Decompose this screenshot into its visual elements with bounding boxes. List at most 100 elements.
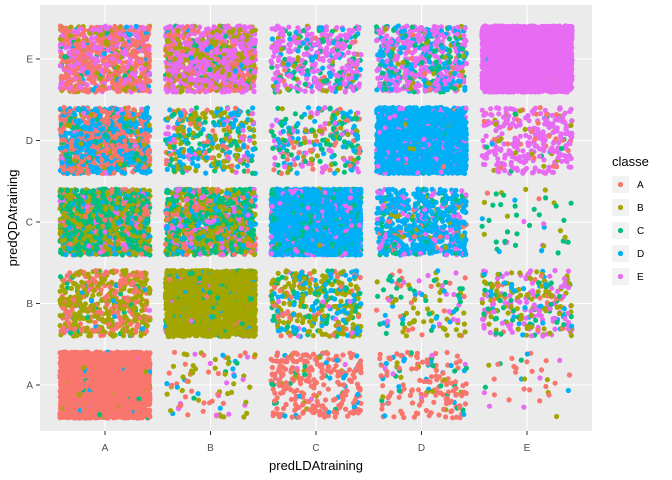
data-point-B: [252, 352, 258, 358]
data-point-A: [301, 409, 307, 415]
data-point-A: [70, 296, 76, 302]
data-point-A: [306, 399, 312, 405]
data-point-A: [409, 400, 416, 406]
data-point-A: [303, 358, 309, 364]
data-point-A: [506, 397, 512, 403]
data-point-B: [122, 271, 128, 278]
data-point-A: [83, 406, 89, 412]
data-point-A: [114, 375, 121, 381]
data-point-A: [391, 414, 397, 420]
data-point-A: [201, 400, 207, 406]
data-point-B: [188, 368, 195, 374]
data-point-A: [388, 390, 394, 396]
data-point-B: [85, 308, 91, 315]
data-point-A: [269, 364, 275, 371]
data-point-D: [220, 352, 226, 358]
data-point-A: [339, 369, 345, 375]
data-point-B: [96, 291, 102, 297]
data-point-A: [436, 374, 442, 380]
data-point-A: [314, 398, 320, 404]
data-point-B: [82, 287, 88, 293]
data-point-D: [112, 313, 118, 320]
data-point-A: [125, 409, 131, 415]
data-point-A: [566, 372, 573, 378]
data-point-A: [67, 414, 73, 420]
data-point-A: [283, 401, 289, 408]
data-point-C: [430, 363, 436, 369]
data-point-A: [139, 385, 145, 391]
data-point-A: [428, 374, 435, 380]
data-point-A: [386, 400, 392, 406]
data-point-A: [401, 414, 407, 421]
data-point-E: [226, 411, 232, 417]
data-point-B: [138, 281, 144, 287]
data-point-E: [342, 361, 348, 368]
data-point-A: [220, 400, 226, 406]
data-point-A: [463, 381, 469, 387]
data-point-A: [112, 389, 118, 395]
data-point-B: [317, 354, 323, 360]
data-point-E: [245, 354, 251, 360]
data-point-D: [327, 375, 333, 381]
data-point-A: [141, 405, 147, 411]
data-point-D: [565, 387, 572, 394]
data-point-E: [429, 352, 435, 358]
data-point-B: [75, 294, 82, 301]
data-point-A: [141, 411, 147, 417]
data-point-A: [491, 376, 497, 382]
data-point-B: [380, 394, 386, 400]
data-point-A: [342, 389, 348, 395]
data-point-A: [139, 353, 145, 359]
data-point-A: [83, 350, 89, 356]
data-point-A: [380, 383, 386, 389]
data-point-A: [123, 382, 129, 389]
data-point-B: [76, 391, 82, 398]
data-point-B: [104, 310, 110, 316]
data-point-B: [212, 356, 218, 363]
data-point-E: [213, 412, 219, 418]
data-point-B: [554, 413, 560, 420]
data-point-A: [122, 403, 128, 409]
data-point-A: [299, 402, 306, 408]
data-point-B: [225, 360, 231, 367]
data-point-A: [351, 368, 357, 374]
data-point-D: [383, 360, 389, 367]
data-point-A: [454, 353, 460, 359]
data-point-A: [463, 390, 469, 396]
data-point-A: [305, 367, 311, 373]
data-point-A: [63, 309, 69, 315]
data-point-A: [409, 366, 415, 372]
data-point-A: [61, 277, 67, 283]
data-point-A: [527, 387, 533, 393]
data-point-A: [78, 327, 85, 333]
data-point-A: [104, 379, 110, 385]
data-point-A: [87, 400, 93, 406]
data-point-A: [182, 394, 189, 400]
data-point-B: [133, 311, 139, 318]
data-point-A: [377, 356, 383, 362]
data-point-A: [116, 362, 123, 368]
data-point-A: [113, 406, 119, 412]
data-point-B: [225, 355, 231, 361]
data-point-B: [136, 293, 142, 299]
data-point-B: [522, 376, 528, 382]
data-point-A: [320, 350, 326, 356]
data-point-D: [448, 362, 454, 369]
data-point-D: [139, 326, 146, 332]
data-point-A: [288, 367, 294, 373]
data-point-D: [230, 366, 236, 372]
data-point-A: [115, 309, 121, 315]
data-point-A: [94, 273, 100, 279]
data-point-A: [446, 389, 452, 395]
data-point-B: [81, 365, 87, 371]
data-point-A: [357, 386, 363, 392]
data-point-A: [289, 414, 295, 420]
data-point-A: [185, 412, 191, 418]
data-point-B: [90, 292, 96, 299]
data-point-A: [84, 379, 90, 385]
data-point-A: [147, 360, 153, 366]
data-point-A: [491, 392, 497, 398]
data-point-A: [100, 359, 106, 365]
data-point-E: [240, 376, 246, 383]
